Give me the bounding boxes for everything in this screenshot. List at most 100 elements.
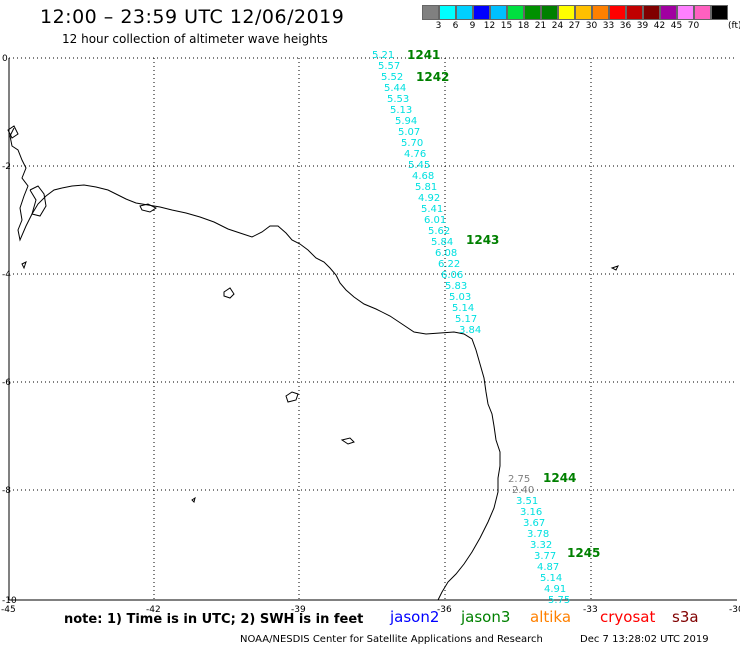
swh-value-label: 5.84 [431,237,453,248]
swh-value-label: 6.08 [435,248,457,259]
coastline-west-inner [29,185,47,217]
lat-tick-label: -4 [2,270,11,280]
legend-swatch [592,5,609,20]
island-6 [191,496,196,503]
map-frame [8,58,737,601]
lat-tick-label: -8 [2,486,11,496]
legend-label: 27 [568,21,581,31]
legend-swatch [711,5,728,20]
swh-value-label: 3.67 [523,518,545,529]
island-west-top [7,125,19,139]
swh-value-label: 5.81 [415,182,437,193]
lon-tick-label: -36 [437,605,452,615]
swh-value-label: 2.40 [512,485,534,496]
swh-value-label: 5.21 [372,50,394,61]
swh-value-label: 4.87 [537,562,559,573]
swh-value-label: 5.44 [384,83,406,94]
satellite-legend-item: jason3 [461,608,511,626]
swh-value-label: 5.57 [378,61,400,72]
satellite-legend-item: altika [530,608,572,626]
legend-swatch [473,5,490,20]
legend-label: 18 [517,21,530,31]
swh-value-label: 5.13 [390,105,412,116]
footer-credit: NOAA/NESDIS Center for Satellite Applica… [240,634,543,645]
swh-value-label: 6.01 [424,215,446,226]
swh-value-label: 4.92 [418,193,440,204]
legend-swatch [660,5,677,20]
footer-timestamp: Dec 7 13:28:02 UTC 2019 [580,634,709,645]
legend-label: 9 [469,21,476,31]
legend-swatch [558,5,575,20]
legend-label: 36 [619,21,632,31]
lat-tick-label: -2 [2,162,11,172]
footer-note: note: 1) Time is in UTC; 2) SWH is in fe… [64,612,364,627]
legend-swatch [643,5,660,20]
coastline-west [9,127,63,242]
lon-tick-label: -33 [583,605,598,615]
legend-swatch [694,5,711,20]
legend-swatch [626,5,643,20]
legend-label: 24 [551,21,564,31]
swh-value-label: 5.53 [387,94,409,105]
legend-swatch [422,5,439,20]
swh-value-label: 6.22 [438,259,460,270]
swh-value-label: 6.06 [441,270,463,281]
swh-value-label: 5.70 [401,138,423,149]
swh-value-label: 3.16 [520,507,542,518]
swh-value-label: 5.03 [449,292,471,303]
swh-value-label: 3.78 [527,529,549,540]
legend-swatch [456,5,473,20]
swh-value-label: 5.83 [445,281,467,292]
bay-shape [139,203,157,213]
legend-label: 12 [483,21,496,31]
swh-value-label: 5.41 [421,204,443,215]
swh-value-label: 5.52 [381,72,403,83]
pass-time-labels: 1241 1242 1243 1244 1245 [407,48,600,560]
pass-time-label: 1244 [543,471,576,485]
swh-value-label: 5.75 [548,595,570,606]
legend-swatch [677,5,694,20]
satellite-legend-item: jason2 [390,608,440,626]
lon-tick-label: -30 [729,605,740,615]
legend-swatch [507,5,524,20]
swh-values: 5.215.575.525.445.535.135.945.075.704.76… [372,50,570,606]
legend-swatch [439,5,456,20]
lon-tick-label: -45 [1,605,16,615]
pass-time-label: 1241 [407,48,440,62]
legend-label: 45 [670,21,683,31]
legend-swatch [524,5,541,20]
coastline-main [61,184,501,601]
swh-value-label: 5.17 [455,314,477,325]
swh-value-label: 5.14 [452,303,474,314]
legend-swatch [541,5,558,20]
map-title: 12:00 – 23:59 UTC 12/06/2019 [40,6,345,28]
color-legend-labels: 3 6 9 12 15 18 21 24 27 30 33 36 39 42 45 70 [422,21,702,31]
satellite-legend-item: s3a [672,608,699,626]
legend-label: 15 [500,21,513,31]
legend-swatch [490,5,507,20]
legend-swatch [575,5,592,20]
lon-tick-label: -39 [291,605,306,615]
swh-value-label: 3.77 [534,551,556,562]
legend-label: 6 [452,21,459,31]
island-2 [285,391,299,403]
swh-value-label: 3.51 [516,496,538,507]
color-legend [422,5,728,20]
swh-value-label: 2.75 [508,474,530,485]
satellite-legend-item: cryosat [600,608,656,626]
legend-label: 3 [435,21,442,31]
pass-time-label: 1245 [567,546,600,560]
lon-tick-label: -42 [146,605,161,615]
legend-label: 33 [602,21,615,31]
swh-value-label: 5.07 [398,127,420,138]
pass-time-label: 1243 [466,233,499,247]
swh-value-label: 4.68 [412,171,434,182]
tick-labels: -45 -42 -39 -36 -33 -30 0 -2 -4 -6 -8 -10 [1,54,740,615]
swh-value-label: 5.62 [428,226,450,237]
swh-value-label: 3.84 [459,325,481,336]
island-1 [223,287,235,299]
lat-tick-label: -10 [2,596,17,606]
gridlines [9,57,737,600]
swh-value-label: 4.76 [404,149,426,160]
